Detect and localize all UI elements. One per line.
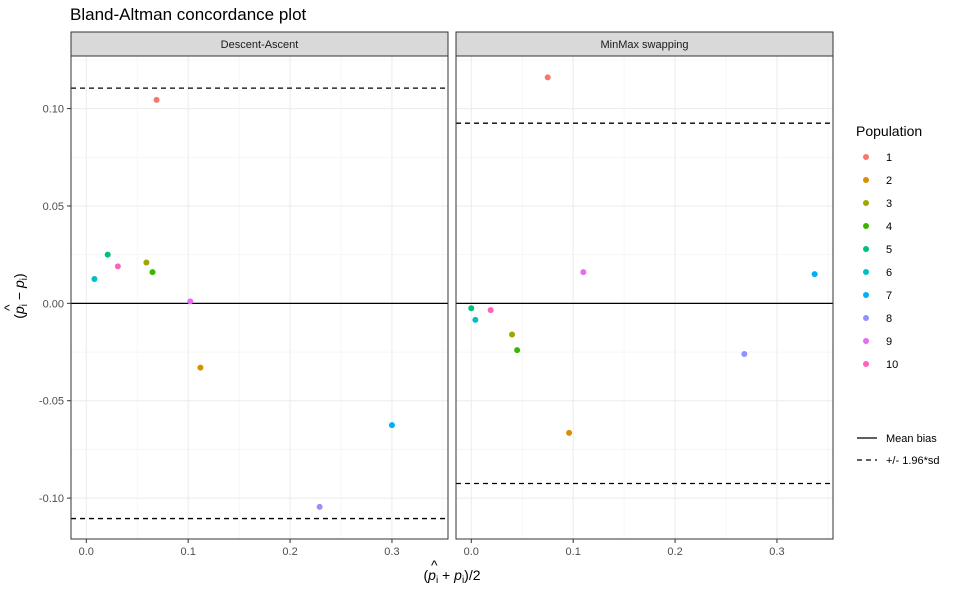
data-point-population-7	[388, 422, 395, 429]
data-point-population-1	[153, 96, 160, 103]
x-tick-label: 0.3	[769, 546, 784, 558]
y-axis-title: (pi − pi) ^	[1, 273, 30, 318]
panel-background	[456, 56, 833, 539]
legend-key-population-10	[863, 361, 869, 367]
data-point-population-1	[544, 74, 551, 81]
x-tick-label: 0.0	[464, 546, 479, 558]
x-tick-label: 0.2	[667, 546, 682, 558]
data-point-population-4	[514, 347, 521, 354]
legend-label-population-4: 4	[886, 221, 892, 233]
y-tick-label: 0.00	[43, 298, 64, 310]
legend-label-population-6: 6	[886, 267, 892, 279]
panel-border	[455, 55, 834, 540]
legend-label-limits: +/- 1.96*sd	[886, 455, 940, 467]
legend-key-population-5	[863, 246, 869, 252]
x-axes: 0.0 0.1 0.2 0.3 0.0 0.1 0.2 0.3	[79, 539, 785, 558]
data-point-population-10	[114, 263, 121, 270]
data-point-population-5	[468, 305, 475, 312]
data-point-population-6	[91, 275, 98, 282]
svg-text:^: ^	[1, 304, 17, 311]
legend-key-population-6	[863, 269, 869, 275]
y-tick-label: 0.05	[43, 201, 64, 213]
panel-strip	[70, 31, 449, 57]
data-point-population-9	[580, 269, 587, 276]
data-point-population-7	[811, 271, 818, 278]
data-point-population-6	[472, 316, 479, 323]
panel-background	[71, 56, 448, 539]
x-tick-label: 0.3	[384, 546, 399, 558]
data-point-population-2	[566, 429, 573, 436]
legend-key-population-7	[863, 292, 869, 298]
x-tick-label: 0.0	[79, 546, 94, 558]
data-point-population-10	[487, 307, 494, 314]
legend-label-population-3: 3	[886, 198, 892, 210]
legend-label-population-7: 7	[886, 290, 892, 302]
data-point-population-3	[509, 331, 516, 338]
legend: Population 1 2 3 4 5 6 7 8 9 10 Mean bias +/- 1.96*…	[856, 123, 940, 467]
y-axis: 0.10 0.05 0.00 -0.05 -0.10	[39, 104, 71, 505]
legend-key-population-3	[863, 200, 869, 206]
data-point-population-8	[741, 350, 748, 357]
panel-1: Descent-Ascent	[70, 31, 449, 540]
data-point-population-4	[149, 269, 156, 276]
legend-label-population-2: 2	[886, 175, 892, 187]
legend-key-population-2	[863, 177, 869, 183]
panel-strip-label: Descent-Ascent	[221, 39, 299, 51]
y-tick-label: -0.10	[39, 493, 64, 505]
x-tick-label: 0.1	[566, 546, 581, 558]
panel-strip-label: MinMax swapping	[600, 39, 688, 51]
x-axis-hat: ^	[431, 557, 438, 573]
data-point-population-5	[104, 251, 111, 258]
x-axis-title: (pi + pi)/2	[423, 567, 480, 586]
legend-key-population-1	[863, 154, 869, 160]
panel-border	[70, 55, 449, 540]
x-tick-label: 0.2	[282, 546, 297, 558]
legend-label-population-10: 10	[886, 359, 898, 371]
panel-2: MinMax swapping	[455, 31, 834, 540]
data-point-population-8	[316, 503, 323, 510]
data-point-population-3	[143, 259, 150, 266]
legend-label-mean-bias: Mean bias	[886, 433, 937, 445]
legend-key-population-4	[863, 223, 869, 229]
chart-title: Bland-Altman concordance plot	[70, 5, 307, 24]
legend-key-population-8	[863, 315, 869, 321]
y-tick-label: -0.05	[39, 396, 64, 408]
data-point-population-2	[197, 364, 204, 371]
legend-label-population-5: 5	[886, 244, 892, 256]
data-point-population-9	[187, 298, 194, 305]
legend-label-population-1: 1	[886, 152, 892, 164]
legend-label-population-9: 9	[886, 336, 892, 348]
svg-text:(pi − pi): (pi − pi)	[11, 273, 30, 318]
panels: Descent-Ascent MinMax swapping	[70, 31, 834, 540]
legend-label-population-8: 8	[886, 313, 892, 325]
x-tick-label: 0.1	[181, 546, 196, 558]
legend-title: Population	[856, 123, 922, 139]
legend-key-population-9	[863, 338, 869, 344]
y-tick-label: 0.10	[43, 104, 64, 116]
